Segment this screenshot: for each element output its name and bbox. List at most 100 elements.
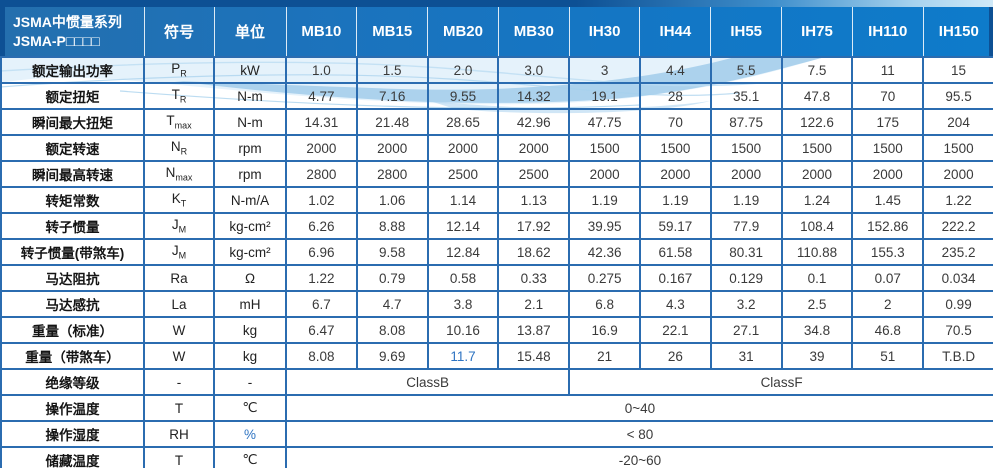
value-cell: 80.31 — [709, 238, 783, 266]
row-label: 转子惯量 — [0, 212, 145, 240]
symbol-cell: W — [143, 342, 215, 370]
row-label: 额定扭矩 — [0, 82, 145, 110]
table-row: 转子惯量(带煞车) JM kg-cm² 6.96 9.58 12.84 18.62 42.36… — [0, 238, 993, 266]
table-row: 操作温度 T ℃ 0~40 — [0, 394, 993, 422]
value-cell: 95.5 — [922, 82, 993, 110]
symbol-cell: W — [143, 316, 215, 344]
unit-cell: N-m — [213, 82, 287, 110]
value-cell: 1.06 — [355, 186, 429, 214]
series-title: JSMA中惯量系列 JSMA-P□□□□ — [1, 7, 144, 57]
row-label: 额定转速 — [0, 134, 145, 162]
value-cell: 0.034 — [922, 264, 993, 292]
column-header-model: IH44 — [639, 7, 711, 57]
value-cell: 0.167 — [638, 264, 712, 292]
value-cell: 3 — [568, 56, 641, 84]
column-header-model: MB10 — [285, 7, 357, 57]
value-cell: 2000 — [922, 160, 993, 188]
symbol-cell: NR — [143, 134, 215, 162]
symbol-cell: - — [143, 368, 215, 396]
row-label: 操作温度 — [0, 394, 145, 422]
unit-cell: kg — [213, 342, 287, 370]
value-cell: 0.58 — [426, 264, 500, 292]
value-cell: 2000 — [426, 134, 500, 162]
value-cell: 42.36 — [568, 238, 641, 266]
value-cell: 2000 — [285, 134, 358, 162]
value-cell: 0.33 — [497, 264, 571, 292]
unit-cell: - — [213, 368, 287, 396]
value-cell: 39 — [780, 342, 854, 370]
value-cell: 31 — [709, 342, 783, 370]
column-header-model: IH110 — [851, 7, 924, 57]
value-cell: 152.86 — [851, 212, 925, 240]
column-header-symbol: 符号 — [143, 7, 214, 57]
value-cell: 51 — [851, 342, 925, 370]
span-value-cell: < 80 — [285, 420, 993, 448]
value-cell: 2.5 — [780, 290, 854, 318]
value-cell: 3.2 — [709, 290, 783, 318]
column-header-model: IH30 — [568, 7, 640, 57]
value-cell: 22.1 — [638, 316, 712, 344]
table-row: 额定输出功率 PR kW 1.0 1.5 2.0 3.0 3 4.4 5.5 7.5 11 15 — [0, 56, 993, 84]
column-header-model: IH75 — [781, 7, 853, 57]
value-cell: 47.8 — [780, 82, 854, 110]
row-label: 储藏温度 — [0, 446, 145, 468]
value-cell: 10.16 — [426, 316, 500, 344]
unit-cell: mH — [213, 290, 287, 318]
value-cell: 34.8 — [780, 316, 854, 344]
symbol-cell: RH — [143, 420, 215, 448]
value-cell: 2.1 — [497, 290, 571, 318]
value-cell: 47.75 — [568, 108, 641, 136]
value-cell: 1.24 — [780, 186, 854, 214]
value-cell: 204 — [922, 108, 993, 136]
column-header-unit: 单位 — [213, 7, 286, 57]
unit-cell: kW — [213, 56, 287, 84]
table-row: 瞬间最高转速 Nmax rpm 2800 2800 2500 2500 2000 2000 200… — [0, 160, 993, 188]
top-accent-bar — [0, 0, 993, 7]
value-cell: 6.47 — [285, 316, 358, 344]
value-cell: 77.9 — [709, 212, 783, 240]
value-cell: 12.84 — [426, 238, 500, 266]
value-cell: 2800 — [355, 160, 429, 188]
column-header-model: MB15 — [356, 7, 428, 57]
row-label: 马达阻抗 — [0, 264, 145, 292]
unit-cell: Ω — [213, 264, 287, 292]
value-cell: 9.69 — [355, 342, 429, 370]
span-value-cell: -20~60 — [285, 446, 993, 468]
value-cell: 1500 — [780, 134, 854, 162]
value-cell: 13.87 — [497, 316, 571, 344]
value-cell: 39.95 — [568, 212, 641, 240]
value-cell: 2000 — [638, 160, 712, 188]
value-cell: 0.79 — [355, 264, 429, 292]
value-cell: 1500 — [568, 134, 641, 162]
value-cell: 18.62 — [497, 238, 571, 266]
value-cell: 6.8 — [568, 290, 641, 318]
symbol-cell: T — [143, 394, 215, 422]
value-cell: 15.48 — [497, 342, 571, 370]
series-title-line2: JSMA-P□□□□ — [13, 32, 100, 49]
value-cell: 4.3 — [638, 290, 712, 318]
span-value-cell: ClassB — [284, 368, 571, 396]
row-label: 马达感抗 — [0, 290, 145, 318]
value-cell: 9.58 — [355, 238, 429, 266]
value-cell: 21.48 — [355, 108, 429, 136]
table-row: 马达感抗 La mH 6.7 4.7 3.8 2.1 6.8 4.3 3.2 2.5 2 0.99 — [0, 290, 993, 318]
value-cell: 14.31 — [285, 108, 358, 136]
unit-cell: ℃ — [213, 446, 287, 468]
value-cell: 8.88 — [355, 212, 429, 240]
value-cell: 0.275 — [568, 264, 641, 292]
value-cell: 6.26 — [285, 212, 358, 240]
value-cell: 4.7 — [355, 290, 429, 318]
value-cell: 1.02 — [285, 186, 358, 214]
value-cell: 0.99 — [922, 290, 993, 318]
row-label: 额定输出功率 — [0, 56, 145, 84]
table-row: 马达阻抗 Ra Ω 1.22 0.79 0.58 0.33 0.275 0.167 0.129 0.… — [0, 264, 993, 292]
value-cell: 1.5 — [355, 56, 429, 84]
value-cell: 175 — [851, 108, 925, 136]
unit-cell: N-m/A — [213, 186, 287, 214]
series-title-line1: JSMA中惯量系列 — [13, 13, 122, 30]
value-cell: 2000 — [780, 160, 854, 188]
symbol-cell: T — [143, 446, 215, 468]
